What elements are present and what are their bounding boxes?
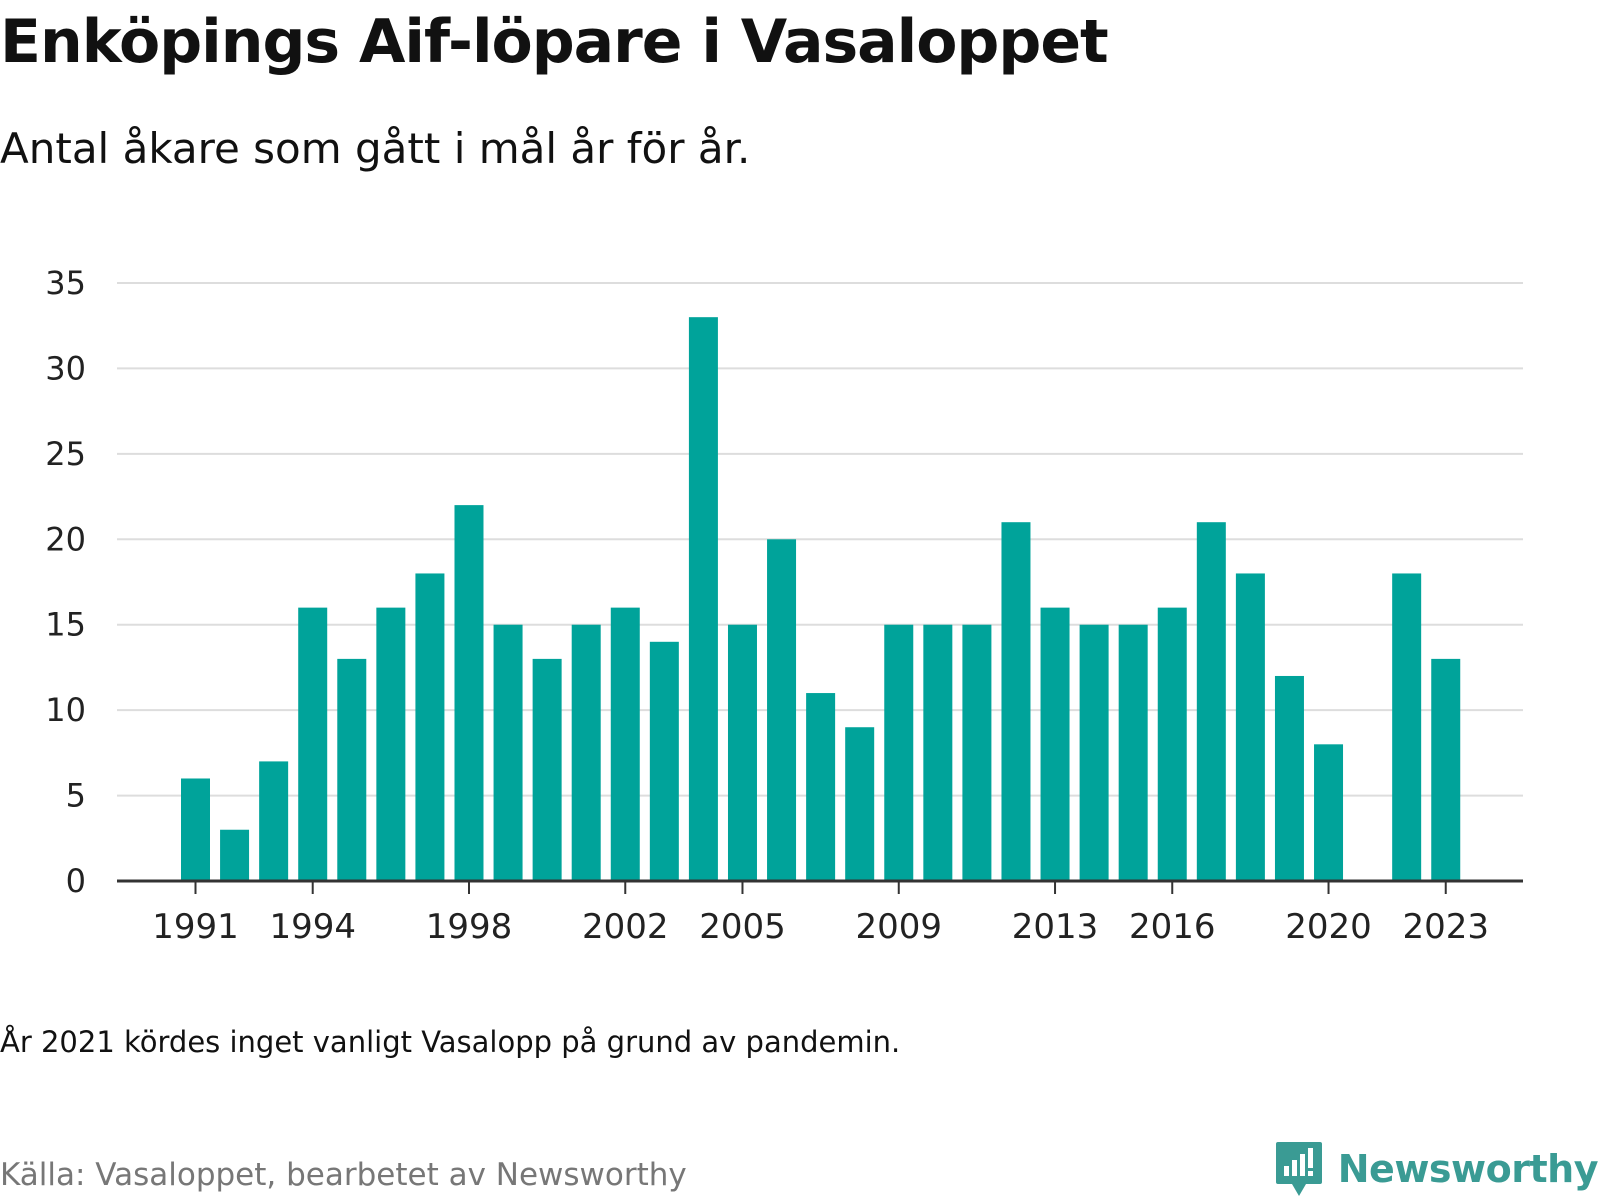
brand-logo: Newsworthy [1274, 1140, 1599, 1198]
bar-2013 [1040, 607, 1070, 881]
y-tick-label: 25 [45, 435, 86, 473]
bar-1991 [181, 778, 210, 881]
y-tick-label: 35 [45, 264, 86, 302]
x-tick-label: 2009 [855, 907, 942, 947]
y-tick-label: 20 [45, 520, 86, 558]
bar-2002 [610, 607, 640, 881]
bar-1993 [259, 761, 289, 881]
bar-1995 [337, 658, 367, 881]
bar-1994 [298, 607, 328, 881]
bar-2020 [1314, 744, 1344, 881]
x-tick-label: 1998 [426, 907, 513, 947]
chart-title: Enköpings Aif-löpare i Vasaloppet [0, 7, 1109, 77]
bar-2018 [1235, 573, 1265, 881]
bar-2023 [1431, 658, 1461, 881]
y-tick-label: 15 [45, 606, 86, 644]
x-tick-label: 2020 [1285, 907, 1372, 947]
bar-2016 [1157, 607, 1187, 881]
y-tick-label: 10 [45, 691, 86, 729]
x-tick-label: 1991 [152, 907, 239, 947]
bar-2001 [571, 624, 601, 881]
x-tick-label: 1994 [269, 907, 356, 947]
x-tick-label: 2013 [1012, 907, 1099, 947]
brand-name: Newsworthy [1337, 1147, 1599, 1191]
y-tick-label: 30 [45, 349, 86, 387]
bar-1992 [220, 829, 250, 881]
y-tick-label: 5 [66, 777, 86, 815]
bar-2019 [1274, 675, 1304, 881]
x-tick-label: 2002 [582, 907, 669, 947]
x-tick-label: 2005 [699, 907, 786, 947]
newsworthy-logo-icon [1275, 1142, 1322, 1196]
y-axis-ticks: 0 5 10 15 20 25 30 35 [45, 264, 86, 900]
x-tick-label: 2016 [1129, 907, 1216, 947]
y-tick-label: 0 [66, 862, 86, 900]
source-credit: Källa: Vasaloppet, bearbetet av Newswort… [0, 1157, 687, 1193]
bar-2015 [1118, 624, 1148, 881]
bar-chart: 0 5 10 15 20 25 30 35 1991 1994 1998 2002 2005 2009 2… [45, 264, 1523, 947]
x-tick-label: 2023 [1402, 907, 1489, 947]
bar-2004 [688, 317, 718, 882]
bar-2017 [1196, 522, 1226, 881]
bar-2014 [1079, 624, 1109, 881]
bar-2011 [962, 624, 992, 881]
bar-2010 [923, 624, 953, 881]
bar-1998 [454, 505, 484, 881]
x-axis-ticks: 1991 1994 1998 2002 2005 2009 2013 2016 2020 2023 [152, 881, 1489, 947]
bar-1999 [493, 624, 523, 881]
bar-2005 [727, 624, 757, 881]
bar-2022 [1392, 573, 1422, 881]
footnote: År 2021 kördes inget vanligt Vasalopp på… [0, 1025, 901, 1059]
chart-subtitle: Antal åkare som gått i mål år för år. [0, 124, 751, 173]
bar-2000 [532, 658, 562, 881]
bar-2008 [845, 727, 875, 881]
bar-2003 [649, 641, 679, 881]
bar-2009 [884, 624, 914, 881]
bar-2007 [806, 693, 836, 881]
bars [181, 317, 1461, 882]
bar-2006 [767, 539, 797, 881]
bar-1996 [376, 607, 406, 881]
bar-1997 [415, 573, 445, 881]
bar-2012 [1001, 522, 1031, 881]
